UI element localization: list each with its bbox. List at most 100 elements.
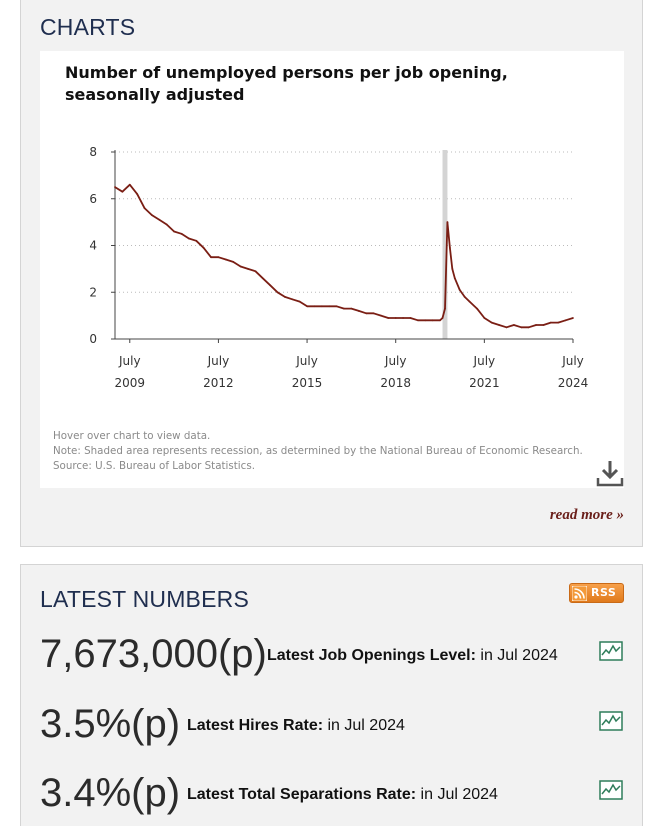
data-point [210,256,212,259]
data-point [180,232,183,235]
data-point [232,260,235,263]
stat-label-name: Latest Total Separations Rate: [187,786,417,803]
data-point [143,207,146,210]
data-point [527,326,530,329]
data-point [476,307,478,310]
rss-button[interactable]: RSS [569,583,624,603]
data-point [128,183,131,186]
data-point [320,305,323,308]
data-point [564,319,567,322]
job-openings-label: Latest Job Openings Level: in Jul 2024 [267,647,558,665]
read-more-link[interactable]: read more » [549,507,624,523]
x-tick-year: 2021 [469,376,500,390]
data-point [463,296,466,298]
y-tick-label: 0 [89,332,97,346]
data-point [416,319,419,322]
data-point [446,221,449,224]
data-point [458,289,461,291]
data-point [298,300,301,303]
chart-notes: Hover over chart to view data. Note: Sha… [53,429,613,474]
data-point [136,193,139,195]
line-chart-icon[interactable] [599,780,623,800]
y-tick-label: 2 [89,285,97,299]
data-point [276,291,279,294]
data-point [239,265,242,268]
x-tick-year: 2018 [380,376,411,390]
latest-numbers-title: LATEST NUMBERS [40,586,249,612]
data-point [451,267,454,270]
data-point [350,307,353,310]
charts-section-title: CHARTS [40,14,136,40]
data-point [535,324,537,326]
separations-rate-value: 3.4%(p) [40,771,181,815]
y-axis-ticks: 0 2 4 6 8 [89,145,115,346]
data-point [380,314,382,317]
x-tick-year: 2024 [558,376,589,390]
x-tick-month: July [118,354,141,368]
data-point [202,246,205,249]
data-point [557,321,560,324]
download-icon[interactable] [595,458,625,488]
chart-gridlines [115,151,573,293]
data-point [549,321,552,324]
hover-hint: Hover over chart to view data. [53,430,211,442]
line-chart-icon[interactable] [599,641,623,661]
data-point [247,267,249,270]
data-point [431,319,434,322]
data-point [261,277,264,280]
hires-rate-label: Latest Hires Rate: in Jul 2024 [187,717,405,735]
data-point [313,305,316,308]
recession-shading [442,150,448,339]
data-point [424,319,427,322]
data-point [448,246,451,249]
data-point [357,310,360,312]
x-tick-year: 2012 [203,376,234,390]
source-note: Source: U.S. Bureau of Labor Statistics. [53,460,255,472]
y-tick-label: 4 [89,239,97,253]
data-point [513,324,515,326]
data-point [372,312,375,315]
data-point [483,317,486,319]
data-point [468,300,471,303]
data-point [365,312,368,315]
x-tick-year: 2015 [292,376,323,390]
data-point [195,239,198,242]
chart-axes [114,150,573,340]
job-openings-value: 7,673,000(p) [40,632,267,676]
recession-shading-layer [442,150,448,339]
x-tick-month: July [295,354,318,368]
data-point [444,307,446,310]
data-point [441,317,444,319]
data-point [439,319,441,322]
data-point [291,298,294,301]
data-point [394,317,397,319]
line-chart-icon[interactable] [599,711,623,731]
data-point [224,258,227,261]
stat-row-hires-rate: 3.5%(p) Latest Hires Rate: in Jul 2024 [40,697,625,747]
data-point [165,223,168,226]
rss-label: RSS [591,586,617,599]
data-point [121,190,124,193]
data-point [387,317,390,319]
data-point [269,284,272,287]
rss-feed-icon [572,586,587,601]
x-tick-month: July [561,354,584,368]
x-tick-month: July [384,354,407,368]
data-point [158,218,161,221]
stat-period: in Jul 2024 [475,647,558,664]
data-point [217,256,220,259]
data-point [328,305,331,308]
stat-period: in Jul 2024 [323,717,405,734]
stat-label-name: Latest Job Openings Level: [267,647,476,664]
data-point [254,270,257,273]
x-axis-ticks: July 2009 July 2012 July 2015 July 2018 July 2021… [115,339,589,390]
stat-row-job-openings: 7,673,000(p) Latest Job Openings Level: … [40,627,625,677]
data-point [490,321,493,324]
data-point [542,324,545,326]
data-point [343,307,345,310]
data-point [498,324,501,326]
data-point [572,317,574,319]
